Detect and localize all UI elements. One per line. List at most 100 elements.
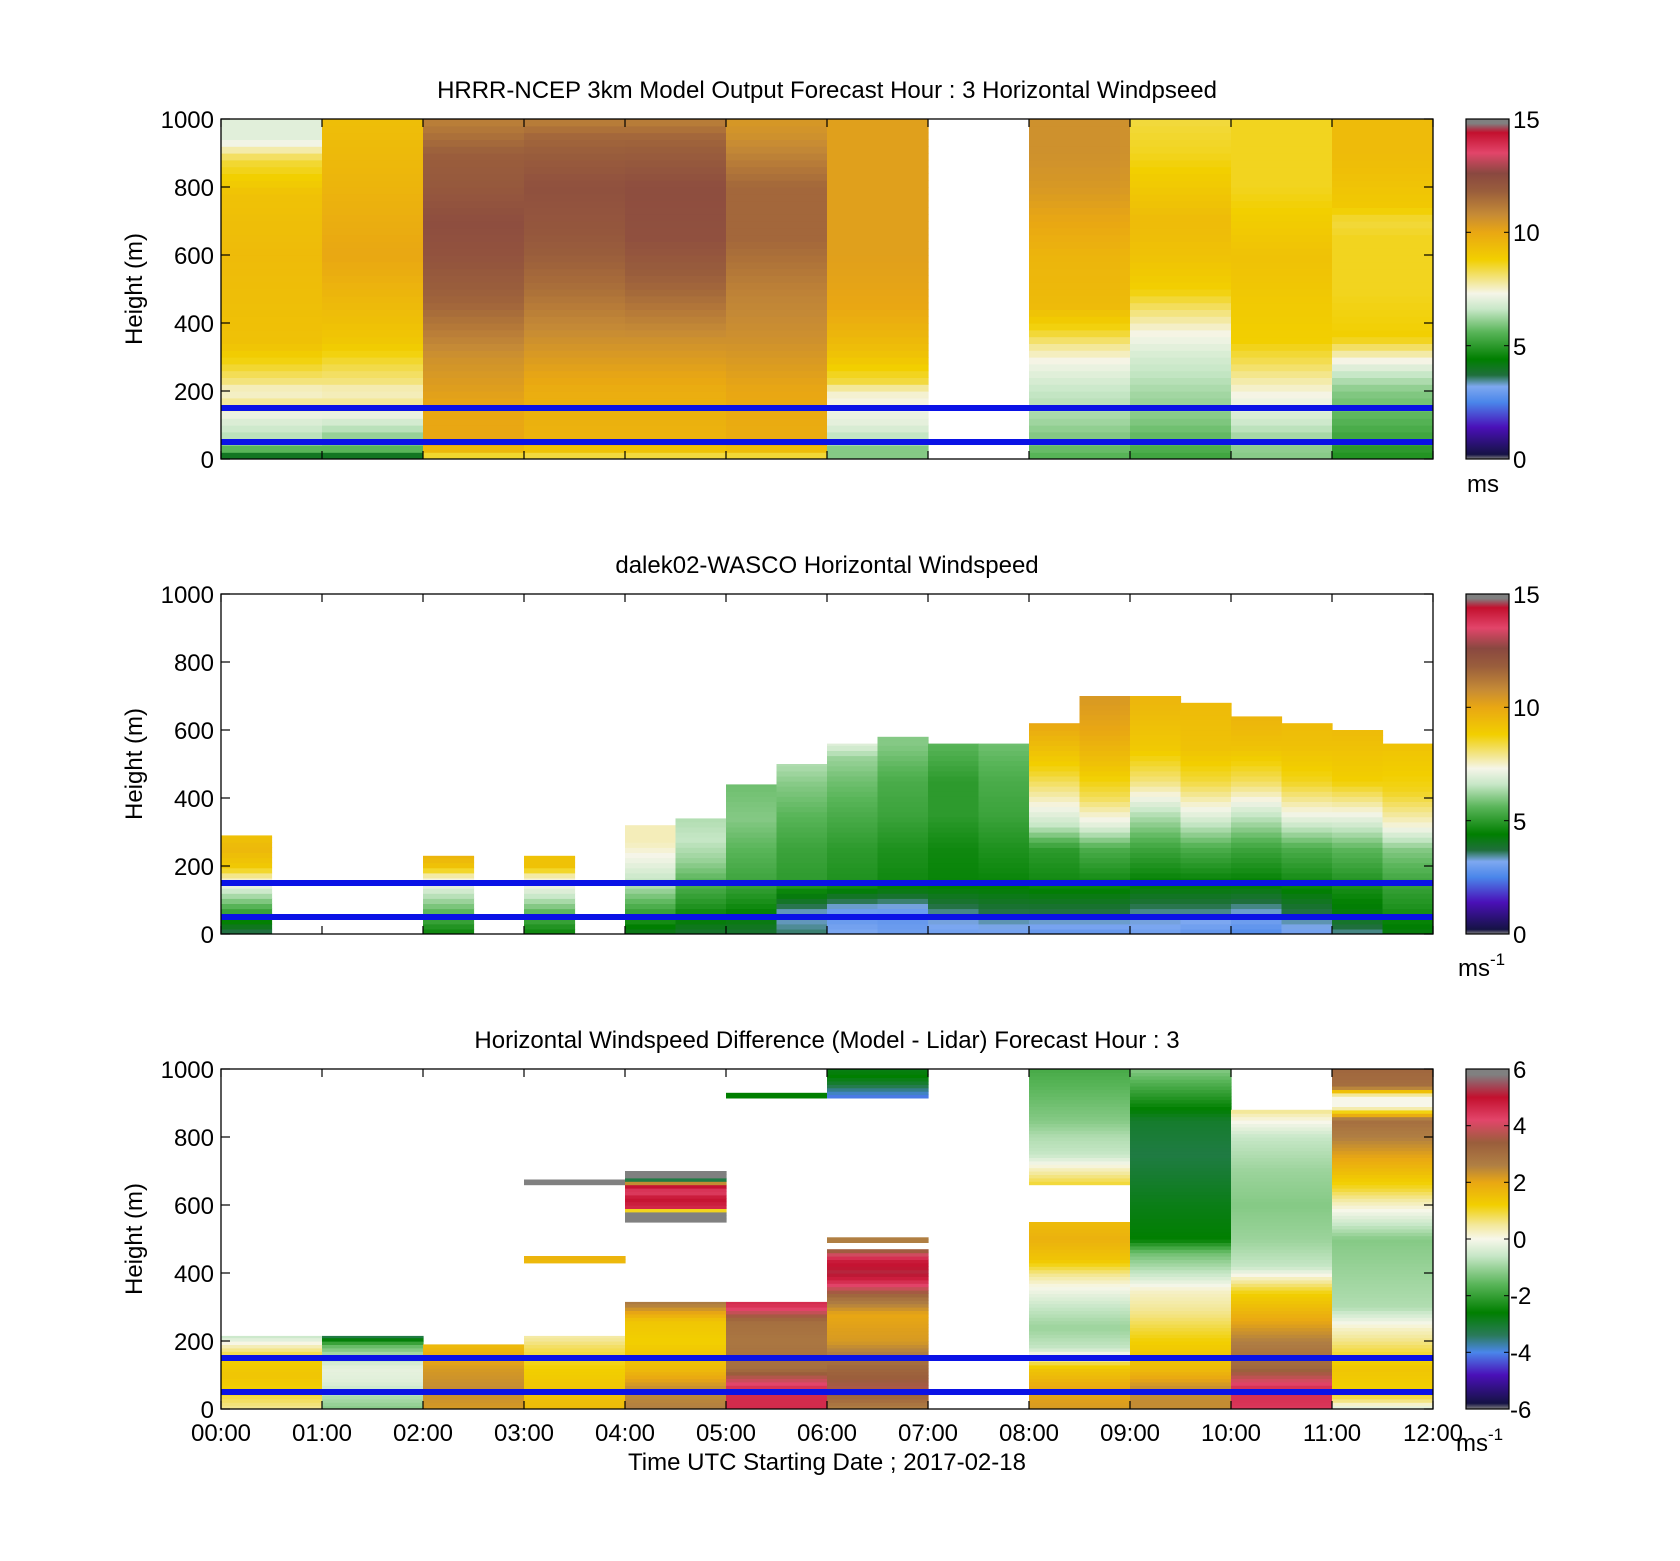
- heatmap-cell: [1130, 1147, 1232, 1152]
- heatmap-cell: [1130, 363, 1232, 372]
- x-tick-labels: 00:00 01:00 02:00 03:00 04:00 05:00 06:0…: [191, 1420, 1463, 1447]
- heatmap-cell: [726, 1347, 828, 1352]
- heatmap-cell: [423, 908, 475, 915]
- heatmap-cell: [1281, 852, 1333, 859]
- heatmap-cell: [221, 187, 323, 195]
- heatmap-cell: [1130, 1140, 1232, 1145]
- heatmap-cell: [726, 1398, 828, 1403]
- heatmap-cell: [877, 740, 929, 746]
- heatmap-cell: [625, 1177, 727, 1182]
- heatmap-cell: [1231, 1130, 1333, 1135]
- heatmap-cell: [1332, 765, 1384, 772]
- heatmap-cell: [1180, 908, 1232, 915]
- heatmap-cell: [1231, 1378, 1333, 1383]
- heatmap-cell: [1382, 781, 1433, 787]
- heatmap-cell: [221, 835, 273, 838]
- heatmap-cell: [1029, 227, 1131, 236]
- heatmap-cell: [625, 261, 727, 270]
- heatmap-cell: [221, 918, 273, 925]
- heatmap-cell: [1029, 180, 1131, 188]
- heatmap-cell: [1281, 796, 1333, 802]
- heatmap-cell: [322, 1347, 424, 1352]
- heatmap-cell: [1231, 139, 1333, 147]
- heatmap-cell: [1332, 898, 1384, 904]
- heatmap-cell: [1332, 1344, 1433, 1349]
- heatmap-cell: [1231, 336, 1333, 344]
- colorbar-unit-text: ms: [1456, 1430, 1488, 1457]
- heatmap-cell: [1079, 862, 1131, 869]
- heatmap-cell: [1332, 1103, 1433, 1107]
- heatmap-cell: [1130, 193, 1232, 202]
- heatmap-cell: [1130, 234, 1232, 242]
- heatmap-cell: [1231, 745, 1283, 751]
- colorbar-tick-label: -4: [1510, 1340, 1531, 1367]
- heatmap-cell: [625, 1402, 727, 1407]
- heatmap-cell: [524, 255, 626, 263]
- heatmap-cell: [625, 1174, 727, 1179]
- heatmap-cell: [1332, 1208, 1433, 1213]
- heatmap-cell: [1332, 425, 1433, 433]
- heatmap-cell: [1130, 770, 1182, 777]
- heatmap-cell: [524, 146, 626, 154]
- y-tick-label: 400: [174, 1261, 214, 1288]
- heatmap-cell: [625, 1395, 727, 1400]
- heatmap-cell: [221, 852, 273, 859]
- heatmap-cell: [1281, 867, 1333, 874]
- heatmap-cell: [726, 1301, 828, 1305]
- heatmap-cell: [1079, 775, 1131, 782]
- heatmap-cell: [322, 1361, 424, 1366]
- heatmap-cell: [726, 1375, 828, 1379]
- heatmap-cell: [1332, 227, 1433, 236]
- heatmap-cell: [1231, 119, 1333, 127]
- heatmap-cell: [726, 207, 828, 215]
- heatmap-cell: [221, 452, 323, 459]
- heatmap-cell: [1029, 377, 1131, 385]
- y-ticks: [221, 593, 1433, 935]
- heatmap-cell: [827, 153, 929, 161]
- heatmap-cell: [625, 180, 727, 188]
- heatmap-cell: [1029, 867, 1081, 874]
- heatmap-cell: [1079, 755, 1131, 762]
- heatmap-cell: [1332, 755, 1384, 762]
- heatmap-cell: [221, 1378, 323, 1383]
- heatmap-cell: [877, 867, 929, 874]
- heatmap-cell: [1130, 261, 1232, 270]
- heatmap-cell: [1079, 918, 1131, 925]
- heatmap-cell: [1079, 806, 1131, 813]
- heatmap-cell: [1130, 309, 1232, 317]
- heatmap-cell: [322, 193, 424, 202]
- heatmap-cell: [726, 903, 778, 910]
- heatmap-cell: [1029, 1341, 1131, 1345]
- heatmap-cell: [625, 234, 727, 242]
- heatmap-cell: [726, 1092, 828, 1096]
- heatmap-cell: [1029, 350, 1131, 358]
- heatmap-cell: [1029, 1317, 1131, 1322]
- panel-title: dalek02-WASCO Horizontal Windspeed: [615, 552, 1038, 579]
- heatmap-cell: [423, 872, 475, 879]
- heatmap-cell: [1180, 760, 1232, 767]
- x-tick-label: 07:00: [898, 1420, 958, 1447]
- heatmap-cell: [1130, 1130, 1232, 1135]
- heatmap-cell: [1130, 730, 1182, 736]
- heatmap-cell: [1281, 903, 1333, 910]
- heatmap-cell: [827, 1303, 929, 1308]
- heatmap-cell: [1281, 862, 1333, 869]
- heatmap-cell: [1029, 119, 1131, 127]
- heatmap-cell: [221, 309, 323, 317]
- heatmap-cell: [726, 1344, 828, 1349]
- heatmap-cell: [1029, 1303, 1131, 1308]
- heatmap-cell: [1130, 1126, 1232, 1131]
- heatmap-cell: [1029, 1160, 1131, 1165]
- colorbar-tick-label: 6: [1513, 1057, 1526, 1084]
- heatmap-cell: [625, 221, 727, 229]
- heatmap-cell: [827, 1320, 929, 1325]
- heatmap-cell: [726, 289, 828, 297]
- heatmap-cell: [1130, 872, 1182, 879]
- heatmap-cell: [827, 832, 879, 838]
- heatmap-cell: [1029, 1239, 1131, 1243]
- heatmap-cell: [827, 180, 929, 188]
- heatmap-cell: [1029, 336, 1131, 344]
- heatmap-cell: [827, 425, 929, 433]
- heatmap-cell: [1130, 857, 1182, 864]
- heatmap-cell: [1029, 1113, 1131, 1118]
